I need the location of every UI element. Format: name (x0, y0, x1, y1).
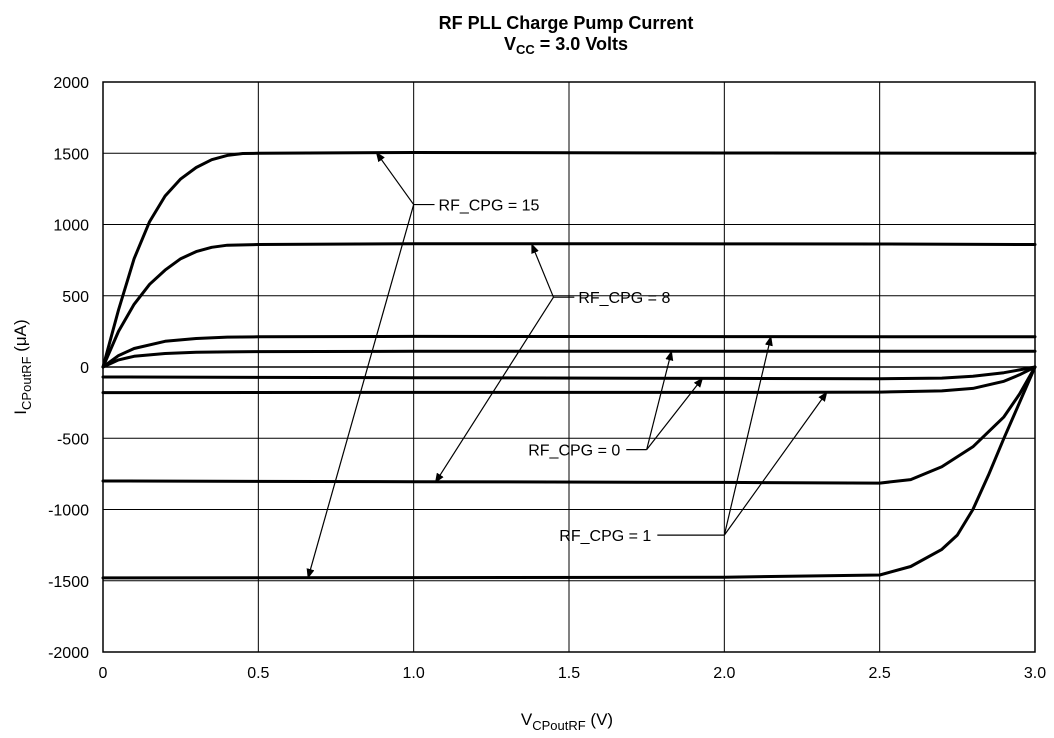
annotation-label: RF_CPG = 8 (578, 290, 670, 307)
y-tick-label: -1000 (48, 503, 89, 520)
annotation-label: RF_CPG = 1 (559, 528, 651, 545)
x-tick-label: 0.5 (247, 665, 269, 682)
annotation-arrow (723, 335, 773, 536)
annotation-arrow (646, 350, 674, 450)
y-tick-label: -1500 (48, 574, 89, 591)
y-tick-label: 500 (62, 289, 89, 306)
series-line-source-8 (101, 242, 1037, 369)
x-tick-label: 2.0 (713, 665, 735, 682)
annotation-arrow (723, 391, 828, 536)
x-tick-label: 0 (99, 665, 108, 682)
series-line-sink-1 (101, 365, 1037, 395)
y-tick-label: 2000 (53, 75, 89, 92)
y-tick-label: 0 (80, 360, 89, 377)
tick-labels: 0 0.5 1.0 1.5 2.0 2.5 3.0 2000 1500 1000 500 0 -500 -… (48, 75, 1046, 682)
series-group (101, 151, 1037, 580)
x-tick-label: 1.5 (558, 665, 580, 682)
chart-title: RF PLL Charge Pump Current (439, 13, 694, 33)
y-tick-label: 1500 (53, 146, 89, 163)
series-line-sink-15 (101, 365, 1037, 580)
x-tick-label: 1.0 (403, 665, 425, 682)
y-tick-label: -500 (57, 431, 89, 448)
annotation-arrow (375, 151, 415, 205)
series-line-sink-8 (101, 365, 1037, 485)
x-axis-label: VCPoutRF (V) (521, 710, 613, 733)
series-line-source-1 (101, 334, 1037, 369)
annotation-arrow (531, 243, 555, 298)
annotation-arrow (646, 377, 704, 451)
series-line-sink-0 (101, 365, 1037, 381)
y-tick-label: 1000 (53, 218, 89, 235)
x-tick-label: 3.0 (1024, 665, 1046, 682)
x-tick-label: 2.5 (869, 665, 891, 682)
y-axis-label: ICPoutRF (μA) (11, 319, 34, 414)
y-tick-label: -2000 (48, 645, 89, 662)
plot-frame (102, 81, 1036, 653)
series-line-source-15 (101, 151, 1037, 369)
annotation-arrow (434, 296, 554, 484)
annotation-label: RF_CPG = 0 (528, 443, 620, 460)
annotations: RF_CPG = 15 RF_CPG = 8 RF_CPG = 0 RF_CPG = … (306, 151, 828, 579)
chart-subtitle: VCC = 3.0 Volts (504, 34, 628, 57)
annotation-label: RF_CPG = 15 (439, 198, 540, 215)
series-line-source-0 (101, 349, 1037, 369)
annotation-arrow (306, 204, 415, 579)
